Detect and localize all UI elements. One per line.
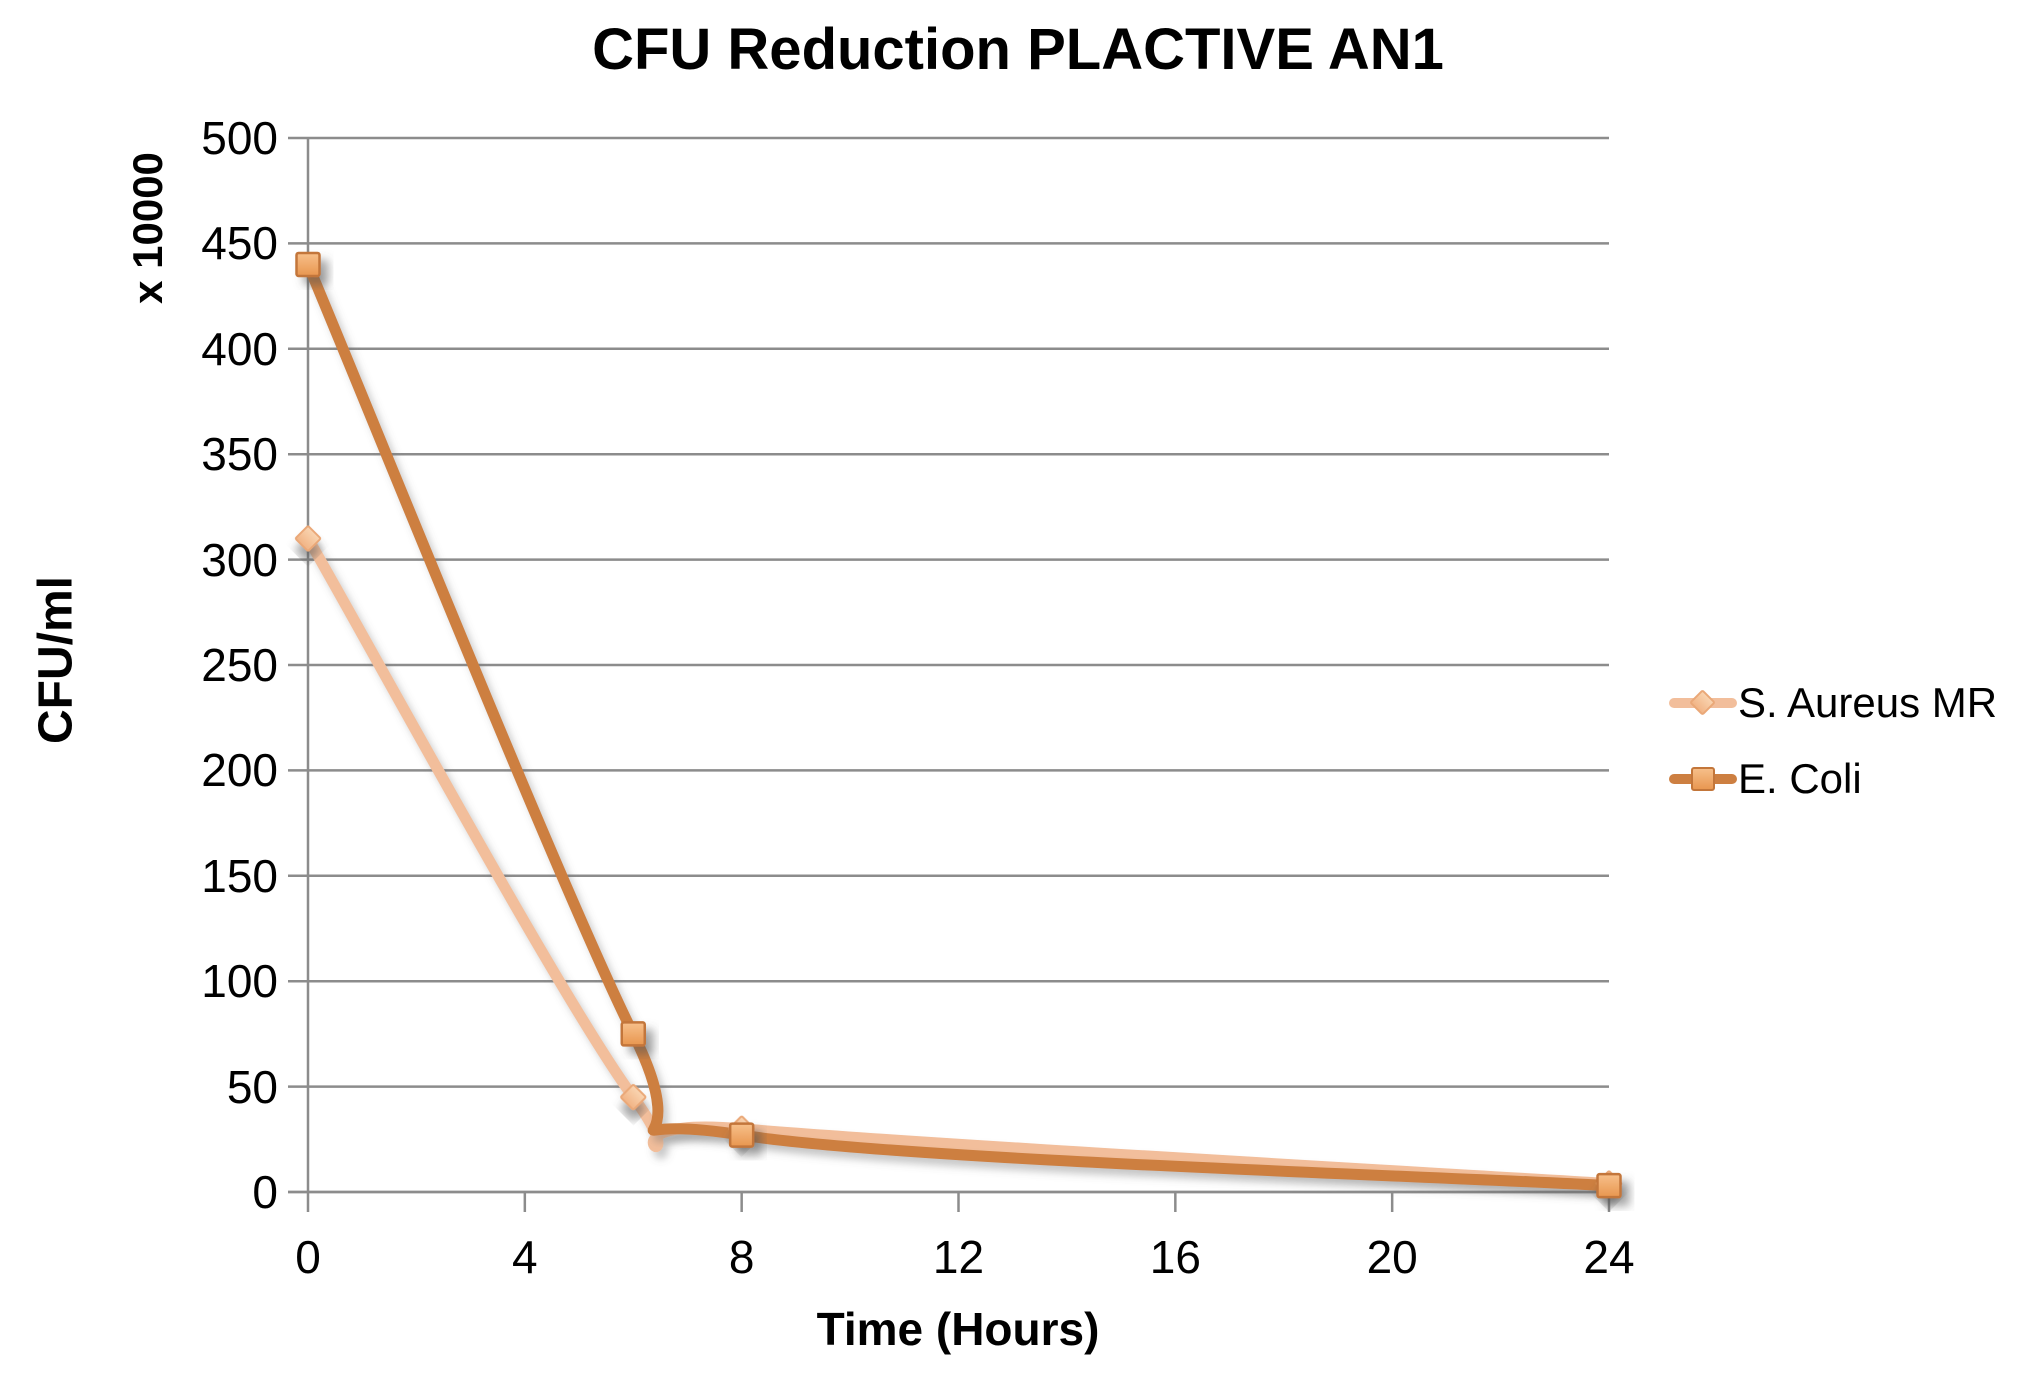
legend-label: E. Coli (1738, 755, 1862, 802)
series-line-s-aureus-mr (302, 533, 1615, 1190)
x-tick-label: 20 (1366, 1231, 1418, 1283)
legend-label: S. Aureus MR (1738, 679, 1998, 726)
y-tick-label: 0 (252, 1166, 278, 1218)
y-tick-label: 500 (201, 112, 278, 164)
series-line-e-coli (302, 258, 1615, 1192)
x-tick-label: 4 (512, 1231, 538, 1283)
data-point-marker-e-coli (620, 1021, 646, 1047)
y-tick-label: 250 (201, 639, 278, 691)
x-tick-label: 24 (1583, 1231, 1635, 1283)
x-tick-label: 12 (932, 1231, 985, 1283)
x-axis-title: Time (Hours) (816, 1303, 1100, 1355)
legend: S. Aureus MR E. Coli (1668, 668, 1997, 820)
legend-item-s-aureus-mr: S. Aureus MR (1668, 668, 1997, 738)
y-tick-label: 50 (226, 1060, 278, 1113)
data-point-marker-e-coli (728, 1122, 755, 1148)
y-tick-label: 200 (201, 744, 278, 797)
legend-marker-e-coli (1669, 767, 1737, 791)
x-tick-label: 8 (728, 1231, 755, 1283)
chart-title: CFU Reduction PLACTIVE AN1 (592, 17, 1444, 82)
x-tick-label: 16 (1149, 1231, 1201, 1283)
legend-item-e-coli: E. Coli (1668, 744, 1997, 814)
data-point-marker-s-aureus-mr (620, 1084, 647, 1111)
data-point-marker-e-coli (1596, 1172, 1622, 1199)
legend-marker-s-aureus-mr (1669, 690, 1737, 715)
y-tick-label: 450 (201, 217, 278, 270)
y-tick-label: 150 (201, 849, 278, 902)
y-tick-label: 100 (201, 955, 278, 1008)
y-tick-label: 300 (201, 533, 278, 586)
data-point-marker-s-aureus-mr (294, 525, 322, 552)
y-tick-label: 350 (201, 428, 278, 481)
data-point-marker-e-coli (295, 251, 321, 278)
x-tick-label: 0 (295, 1231, 321, 1283)
y-tick-label: 400 (201, 322, 278, 375)
